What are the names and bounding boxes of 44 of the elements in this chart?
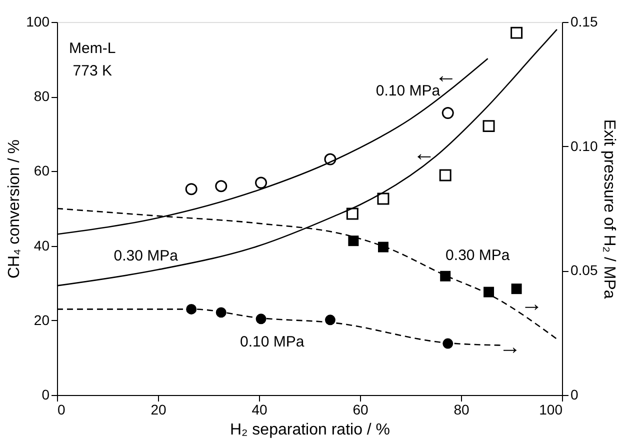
annotation: 0.30 MPa bbox=[114, 248, 179, 264]
point bbox=[346, 208, 358, 220]
point bbox=[377, 192, 390, 205]
point bbox=[440, 270, 451, 282]
point bbox=[256, 314, 266, 324]
y-tick-label: 80 bbox=[34, 88, 50, 104]
x-tick-label: 100 bbox=[539, 402, 563, 418]
point bbox=[482, 120, 495, 132]
y-tick-label: 0 bbox=[42, 386, 50, 402]
point bbox=[439, 169, 452, 182]
point bbox=[255, 176, 268, 189]
point bbox=[185, 183, 198, 196]
point bbox=[484, 286, 494, 298]
x-tick-label: 60 bbox=[352, 402, 368, 418]
x-tick-label: 0 bbox=[58, 402, 66, 418]
y2-tick-label: 0.05 bbox=[570, 262, 598, 278]
point bbox=[216, 307, 226, 318]
annotation: Mem-L bbox=[69, 40, 116, 58]
y-tick-label: 100 bbox=[26, 14, 50, 30]
x-tick-label: 40 bbox=[252, 402, 268, 418]
point bbox=[348, 236, 359, 246]
annotation: 0.30 MPa bbox=[446, 246, 510, 264]
point bbox=[378, 242, 388, 252]
annotation: 0.10 MPa bbox=[240, 333, 305, 350]
annotation: → bbox=[498, 334, 521, 359]
point bbox=[511, 284, 522, 294]
y2-tick-label: 0.15 bbox=[570, 14, 598, 30]
y2-tick-label: 0 bbox=[570, 386, 578, 402]
x-axis-title: H₂ separation ratio / % bbox=[230, 422, 390, 438]
y2-axis-title: Exit pressure of H₂ / MPa bbox=[600, 119, 618, 299]
annotation: → bbox=[520, 290, 543, 316]
y-tick-label: 40 bbox=[34, 237, 50, 254]
x-tick-label: 80 bbox=[454, 402, 470, 418]
point bbox=[324, 153, 336, 166]
point bbox=[442, 107, 454, 119]
y2-tick-label: 0.10 bbox=[570, 138, 598, 154]
x-tick-label: 20 bbox=[150, 402, 166, 418]
point bbox=[215, 180, 228, 192]
y-tick-label: 20 bbox=[34, 312, 50, 328]
point bbox=[510, 26, 523, 39]
annotation: 773 K bbox=[72, 62, 112, 80]
y-tick-label: 60 bbox=[34, 162, 50, 179]
annotation: ← bbox=[413, 140, 436, 166]
y-axis-title: CH₄ conversion / % bbox=[6, 139, 24, 279]
